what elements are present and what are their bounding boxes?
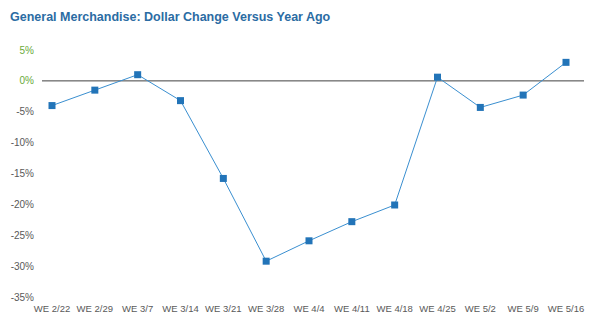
html-text:General Merchandise: Dollar Ch: General Merchandise: Dollar Change Versu… bbox=[10, 10, 331, 24]
svg-text:WE 2/29: WE 2/29 bbox=[77, 303, 113, 314]
svg-text:5%: 5% bbox=[20, 45, 35, 56]
svg-text:-25%: -25% bbox=[11, 230, 34, 241]
svg-text:WE 3/28: WE 3/28 bbox=[248, 303, 284, 314]
svg-text:-35%: -35% bbox=[11, 292, 34, 303]
svg-text:WE 3/21: WE 3/21 bbox=[205, 303, 241, 314]
svg-text:-20%: -20% bbox=[11, 199, 34, 210]
svg-text:-30%: -30% bbox=[11, 261, 34, 272]
svg-text:WE 5/16: WE 5/16 bbox=[548, 303, 584, 314]
svg-text:-10%: -10% bbox=[11, 137, 34, 148]
svg-text:0%: 0% bbox=[20, 75, 35, 86]
svg-text:-5%: -5% bbox=[16, 106, 34, 117]
svg-text:WE 3/14: WE 3/14 bbox=[162, 303, 198, 314]
svg-text:WE 2/22: WE 2/22 bbox=[34, 303, 70, 314]
svg-text:WE 5/9: WE 5/9 bbox=[508, 303, 539, 314]
svg-text:WE 4/18: WE 4/18 bbox=[376, 303, 412, 314]
svg-text:-15%: -15% bbox=[11, 168, 34, 179]
svg-text:WE 3/7: WE 3/7 bbox=[122, 303, 153, 314]
svg-text:WE 5/2: WE 5/2 bbox=[465, 303, 496, 314]
svg-text:WE 4/11: WE 4/11 bbox=[334, 303, 370, 314]
svg-text:WE 4/25: WE 4/25 bbox=[419, 303, 455, 314]
svg-text:WE 4/4: WE 4/4 bbox=[293, 303, 324, 314]
